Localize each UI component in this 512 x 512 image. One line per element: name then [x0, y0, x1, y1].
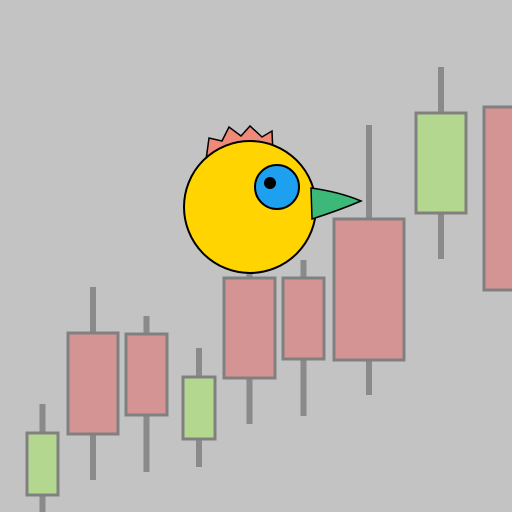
candle-bear	[482, 105, 512, 292]
bird-beak-icon	[310, 187, 363, 221]
bird-body-icon	[183, 140, 317, 274]
candle-bull	[414, 67, 468, 259]
candle-bear	[124, 316, 169, 472]
bird-eye-icon	[254, 164, 300, 210]
candle-body	[281, 276, 326, 361]
candle-body	[25, 431, 60, 497]
candle-body	[482, 105, 512, 292]
candle-body	[181, 375, 217, 441]
bird-pupil-icon	[264, 177, 276, 189]
candle-bear	[332, 125, 406, 395]
candle-body	[66, 331, 120, 436]
candle-body	[332, 217, 406, 362]
candlestick-obstacles	[25, 67, 512, 512]
candle-body	[414, 111, 468, 215]
candle-bear	[66, 287, 120, 480]
candle-bear	[281, 260, 326, 416]
candle-bull	[181, 348, 217, 467]
candle-body	[124, 332, 169, 417]
bird-player[interactable]	[183, 124, 363, 274]
candle-body	[222, 276, 277, 380]
candle-bull	[25, 404, 60, 512]
candle-bear	[222, 270, 277, 424]
